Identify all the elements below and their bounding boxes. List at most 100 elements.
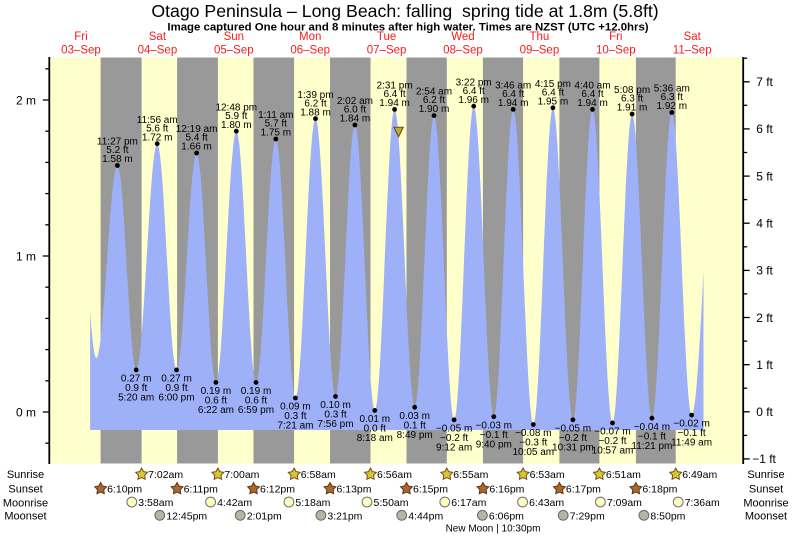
svg-text:0.09 m: 0.09 m bbox=[280, 402, 311, 413]
svg-text:7:21 am: 7:21 am bbox=[277, 421, 313, 432]
svg-text:−0.05 m: −0.05 m bbox=[436, 423, 472, 434]
svg-text:5:08 pm: 5:08 pm bbox=[614, 85, 650, 96]
svg-text:−1 ft: −1 ft bbox=[752, 452, 776, 466]
svg-text:0.6 ft: 0.6 ft bbox=[245, 396, 267, 407]
svg-text:12:19 am: 12:19 am bbox=[176, 124, 218, 135]
svg-text:−0.3 ft: −0.3 ft bbox=[519, 438, 547, 449]
svg-text:6:58am: 6:58am bbox=[301, 469, 336, 481]
svg-text:7:09am: 7:09am bbox=[607, 497, 642, 509]
svg-text:Sat: Sat bbox=[149, 31, 167, 43]
svg-text:11:56 am: 11:56 am bbox=[137, 115, 178, 126]
svg-text:−0.04 m: −0.04 m bbox=[634, 422, 670, 433]
svg-text:Sunrise: Sunrise bbox=[7, 469, 44, 481]
svg-text:0.19 m: 0.19 m bbox=[201, 386, 232, 397]
svg-text:Wed: Wed bbox=[451, 31, 474, 43]
svg-text:6.3 ft: 6.3 ft bbox=[661, 92, 683, 103]
svg-text:6:53am: 6:53am bbox=[530, 469, 565, 481]
svg-text:2:02 am: 2:02 am bbox=[337, 96, 373, 107]
svg-text:12:48 pm: 12:48 pm bbox=[215, 102, 257, 113]
svg-text:5:20 am: 5:20 am bbox=[118, 393, 154, 404]
svg-text:6.4 ft: 6.4 ft bbox=[581, 89, 603, 100]
svg-text:03–Sep: 03–Sep bbox=[61, 44, 101, 56]
svg-text:1.96 m: 1.96 m bbox=[458, 95, 489, 106]
svg-text:6:17pm: 6:17pm bbox=[566, 483, 601, 495]
svg-text:7 ft: 7 ft bbox=[756, 75, 773, 89]
svg-text:Fri: Fri bbox=[609, 31, 622, 43]
svg-text:9:40 pm: 9:40 pm bbox=[476, 439, 512, 450]
svg-text:−0.03 m: −0.03 m bbox=[476, 420, 512, 431]
svg-text:1.94 m: 1.94 m bbox=[498, 98, 529, 109]
svg-text:−0.2 ft: −0.2 ft bbox=[559, 433, 587, 444]
svg-text:0.03 m: 0.03 m bbox=[399, 411, 430, 422]
svg-text:6.3 ft: 6.3 ft bbox=[621, 94, 643, 105]
svg-text:0 m: 0 m bbox=[16, 405, 36, 419]
svg-text:0.9 ft: 0.9 ft bbox=[165, 383, 187, 394]
svg-text:07–Sep: 07–Sep bbox=[367, 44, 407, 56]
svg-text:1.58 m: 1.58 m bbox=[102, 154, 133, 165]
svg-text:4:40 am: 4:40 am bbox=[574, 81, 610, 92]
svg-text:3:46 am: 3:46 am bbox=[495, 81, 531, 92]
svg-text:New Moon | 10:30pm: New Moon | 10:30pm bbox=[446, 524, 541, 535]
svg-text:1.88 m: 1.88 m bbox=[300, 107, 331, 118]
svg-text:Otago Peninsula – Long Beach:: Otago Peninsula – Long Beach: falling sp… bbox=[151, 1, 658, 21]
svg-text:−0.1 ft: −0.1 ft bbox=[480, 430, 508, 441]
svg-text:6:16pm: 6:16pm bbox=[489, 483, 524, 495]
svg-text:1.95 m: 1.95 m bbox=[538, 96, 569, 107]
svg-text:09–Sep: 09–Sep bbox=[520, 44, 560, 56]
svg-text:6.2 ft: 6.2 ft bbox=[304, 98, 326, 109]
svg-text:6.4 ft: 6.4 ft bbox=[502, 89, 524, 100]
svg-text:6:12pm: 6:12pm bbox=[260, 483, 295, 495]
svg-text:Thu: Thu bbox=[529, 31, 549, 43]
svg-text:1.72 m: 1.72 m bbox=[142, 132, 173, 143]
svg-text:2:54 am: 2:54 am bbox=[416, 87, 452, 98]
svg-text:05–Sep: 05–Sep bbox=[214, 44, 254, 56]
svg-text:06–Sep: 06–Sep bbox=[290, 44, 330, 56]
svg-text:0.3 ft: 0.3 ft bbox=[284, 411, 306, 422]
svg-text:0.1 ft: 0.1 ft bbox=[404, 420, 426, 431]
svg-text:3:58am: 3:58am bbox=[138, 497, 173, 509]
svg-text:6:13pm: 6:13pm bbox=[337, 483, 372, 495]
svg-text:2:01pm: 2:01pm bbox=[247, 511, 282, 523]
svg-text:10:31 pm: 10:31 pm bbox=[552, 442, 594, 453]
svg-text:4:44pm: 4:44pm bbox=[408, 511, 443, 523]
svg-text:6:51am: 6:51am bbox=[606, 469, 641, 481]
svg-text:12:45pm: 12:45pm bbox=[166, 511, 207, 523]
svg-text:6:22 am: 6:22 am bbox=[198, 405, 234, 416]
svg-text:6:00 pm: 6:00 pm bbox=[158, 393, 194, 404]
svg-text:5 ft: 5 ft bbox=[756, 169, 773, 183]
svg-text:Moonrise: Moonrise bbox=[743, 497, 788, 509]
svg-text:9:12 am: 9:12 am bbox=[436, 442, 472, 453]
svg-text:Moonset: Moonset bbox=[4, 511, 46, 523]
svg-text:1.91 m: 1.91 m bbox=[617, 103, 648, 114]
svg-text:08–Sep: 08–Sep bbox=[443, 44, 483, 56]
svg-text:6:56am: 6:56am bbox=[377, 469, 412, 481]
svg-text:1.94 m: 1.94 m bbox=[577, 98, 608, 109]
svg-text:6 ft: 6 ft bbox=[756, 122, 773, 136]
svg-text:5:50am: 5:50am bbox=[374, 497, 409, 509]
svg-text:6:18pm: 6:18pm bbox=[642, 483, 677, 495]
svg-text:Moonset: Moonset bbox=[745, 511, 787, 523]
svg-text:11:27 pm: 11:27 pm bbox=[97, 137, 138, 148]
svg-text:3:22 pm: 3:22 pm bbox=[456, 77, 492, 88]
svg-text:−0.1 ft: −0.1 ft bbox=[638, 431, 666, 442]
svg-text:5:36 am: 5:36 am bbox=[654, 84, 690, 95]
svg-text:6:55am: 6:55am bbox=[453, 469, 488, 481]
svg-text:10–Sep: 10–Sep bbox=[596, 44, 636, 56]
svg-text:0.6 ft: 0.6 ft bbox=[205, 396, 227, 407]
svg-text:−0.2 ft: −0.2 ft bbox=[598, 436, 626, 447]
svg-text:Sunset: Sunset bbox=[8, 484, 42, 496]
svg-text:0.19 m: 0.19 m bbox=[241, 386, 272, 397]
svg-text:−0.1 ft: −0.1 ft bbox=[678, 428, 706, 439]
svg-text:1.92 m: 1.92 m bbox=[657, 101, 688, 112]
svg-text:0.01 m: 0.01 m bbox=[360, 414, 391, 425]
svg-text:2:31 pm: 2:31 pm bbox=[377, 81, 413, 92]
svg-text:6:15pm: 6:15pm bbox=[413, 483, 448, 495]
svg-text:1:39 pm: 1:39 pm bbox=[297, 90, 333, 101]
svg-text:6:06pm: 6:06pm bbox=[489, 511, 524, 523]
svg-text:0.3 ft: 0.3 ft bbox=[324, 410, 346, 421]
svg-text:5.9 ft: 5.9 ft bbox=[225, 111, 247, 122]
svg-text:6:17am: 6:17am bbox=[451, 497, 486, 509]
svg-text:7:29pm: 7:29pm bbox=[570, 511, 605, 523]
svg-text:5.4 ft: 5.4 ft bbox=[185, 133, 207, 144]
svg-text:7:36am: 7:36am bbox=[685, 497, 720, 509]
